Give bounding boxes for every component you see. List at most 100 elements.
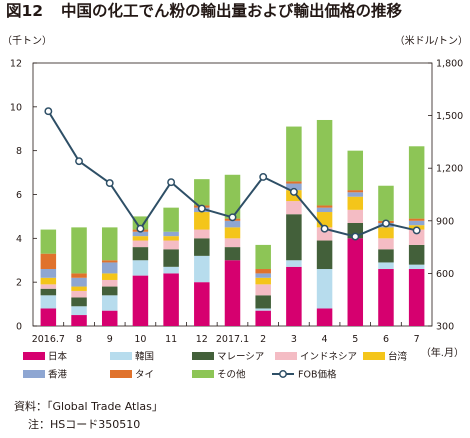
bar-segment [286, 266, 302, 326]
bar-segment [408, 218, 425, 221]
bar-segment [40, 229, 57, 254]
bar-segment [286, 126, 302, 182]
x-tick-label: 9 [107, 334, 113, 345]
bar-segment [163, 207, 179, 232]
left-tick-label: 10 [10, 102, 22, 113]
bar-segment [163, 273, 179, 326]
bar-segment [40, 295, 57, 309]
bar-segment [224, 227, 241, 239]
bar-segment [40, 253, 57, 270]
legend-swatch [192, 352, 214, 360]
x-tick-label: 10 [134, 334, 146, 345]
right-tick-label: 1,200 [436, 164, 463, 175]
bar-segment [132, 216, 149, 230]
fob-price-point [412, 226, 421, 235]
bar-segment [40, 269, 57, 278]
bar-segment [286, 181, 302, 184]
left-tick-label: 6 [16, 190, 22, 201]
bar-segment [194, 282, 210, 326]
bar-segment [347, 190, 364, 193]
bar-segment [132, 240, 149, 248]
bar-segment [408, 244, 425, 265]
bar-segment [408, 146, 425, 219]
bar-segment [316, 240, 333, 270]
bar-segment [408, 269, 425, 326]
bar-segment [255, 284, 271, 296]
legend-label: 台湾 [388, 351, 408, 363]
bar-segment [40, 288, 57, 296]
bar-segment [408, 220, 425, 226]
bar-segment [378, 238, 394, 250]
x-tick-label: 11 [165, 334, 177, 345]
bar-segment [101, 279, 118, 287]
fob-price-point [228, 213, 237, 222]
bar-segment [101, 286, 118, 296]
bar-segment [316, 269, 333, 309]
right-tick-label: 300 [436, 322, 454, 333]
fob-price-point [289, 187, 298, 196]
legend-swatch [192, 370, 214, 378]
bar-segment [71, 315, 87, 326]
bar-segment [194, 179, 210, 206]
bar-segment [71, 306, 87, 316]
right-tick-label: 1,500 [436, 111, 463, 122]
bar-segment [101, 295, 118, 311]
legend-label: タイ [135, 370, 154, 381]
legend-swatch [275, 352, 297, 360]
bar-segment [286, 260, 302, 267]
bar-segment [286, 201, 302, 215]
bar-segment [255, 273, 271, 278]
bar-segment [408, 264, 425, 270]
legend-swatch [110, 370, 132, 378]
fob-price-point [105, 179, 114, 188]
left-tick-label: 2 [16, 278, 22, 289]
plot-area: 0 2 4 6 8 10 12 300 600 900 1,200 1,500 1,800 2016.7 8… [10, 59, 463, 346]
bar-segment [194, 212, 210, 230]
source-text: 資料：「Global Trade Atlas」 [14, 399, 163, 413]
left-tick-label: 0 [16, 322, 22, 333]
legend-label: 韓国 [135, 352, 154, 363]
legend-marker [279, 370, 287, 378]
bar-segment [132, 247, 149, 261]
bar-segment [163, 231, 179, 237]
fob-price-point [167, 178, 176, 187]
bar-segment [347, 192, 364, 197]
x-tick-label: 4 [322, 334, 328, 345]
fob-price-point [197, 204, 206, 213]
bar-segment [347, 196, 364, 210]
bar-segment [71, 286, 87, 291]
bar-segment [408, 229, 425, 245]
bar-segment [71, 297, 87, 307]
bar-segment [132, 231, 149, 237]
bar-segment [255, 295, 271, 309]
bar-segment [286, 214, 302, 261]
bar-segment [163, 236, 179, 241]
left-axis-unit: （千トン） [2, 35, 52, 47]
bar-segment [255, 308, 271, 311]
bar-segment [132, 275, 149, 326]
bar-segment [194, 238, 210, 256]
x-tick-label: 2 [260, 334, 266, 345]
bar-segment [378, 249, 394, 263]
bar-segment [224, 174, 241, 219]
legend-label: インドネシア [300, 352, 357, 363]
bar-segment [378, 185, 394, 221]
x-tick-label: 6 [383, 334, 389, 345]
bar-segment [347, 150, 364, 191]
bar-segment [316, 205, 333, 208]
fob-price-point [75, 157, 83, 166]
bar-segment [132, 236, 149, 241]
bar-segment [347, 238, 364, 326]
bar-segment [163, 266, 179, 274]
bar-segment [71, 227, 87, 274]
x-axis-unit: （年.月） [421, 346, 464, 359]
left-tick-label: 8 [16, 146, 22, 157]
right-tick-label: 600 [436, 269, 454, 280]
bar-segment [163, 240, 179, 250]
x-tick-label: 2016.7 [32, 334, 65, 345]
bar-segment [224, 238, 241, 248]
bar-segment [101, 273, 118, 280]
fob-price-point [320, 224, 329, 233]
